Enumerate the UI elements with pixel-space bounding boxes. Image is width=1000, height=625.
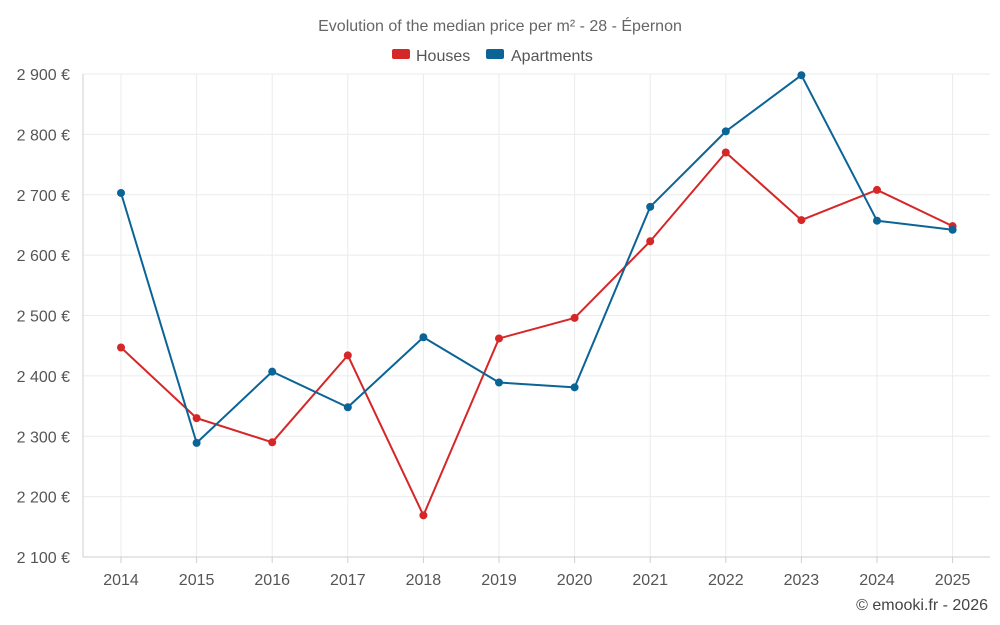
data-point-apartments[interactable] xyxy=(117,188,125,197)
x-tick-label: 2017 xyxy=(330,572,366,589)
legend-label-apartments[interactable]: Apartments xyxy=(511,48,593,65)
x-tick-label: 2022 xyxy=(708,572,744,589)
series xyxy=(117,71,957,520)
data-point-apartments[interactable] xyxy=(797,71,806,80)
data-point-apartments[interactable] xyxy=(873,216,881,225)
data-point-apartments[interactable] xyxy=(495,378,503,387)
data-point-apartments[interactable] xyxy=(948,225,957,234)
data-point-houses[interactable] xyxy=(117,343,125,352)
x-tick-label: 2019 xyxy=(481,572,517,589)
data-point-apartments[interactable] xyxy=(343,403,352,412)
data-point-houses[interactable] xyxy=(343,351,352,360)
data-point-apartments[interactable] xyxy=(192,438,201,447)
data-point-apartments[interactable] xyxy=(268,367,277,376)
legend-swatch-apartments[interactable] xyxy=(486,49,504,59)
series-line-apartments xyxy=(120,74,953,444)
y-tick-label: 2 200 € xyxy=(17,490,70,507)
y-tick-label: 2 700 € xyxy=(17,188,70,205)
x-tick-label: 2025 xyxy=(935,572,971,589)
data-point-houses[interactable] xyxy=(646,237,655,246)
x-tick-label: 2016 xyxy=(254,572,290,589)
data-point-houses[interactable] xyxy=(268,438,277,447)
axes: 2 100 € 2 200 € 2 300 € 2 400 € 2 500 € 2 600… xyxy=(17,67,990,589)
data-point-houses[interactable] xyxy=(495,334,503,343)
x-tick-label: 2024 xyxy=(859,572,895,589)
x-tick-label: 2015 xyxy=(179,572,215,589)
series-apartments xyxy=(117,71,957,447)
data-point-apartments[interactable] xyxy=(419,333,428,342)
legend: Houses Apartments xyxy=(392,48,593,65)
x-tick-label: 2020 xyxy=(557,572,593,589)
y-tick-label: 2 400 € xyxy=(17,369,70,386)
data-point-apartments[interactable] xyxy=(721,127,730,136)
y-tick-label: 2 300 € xyxy=(17,429,70,446)
data-point-houses[interactable] xyxy=(873,185,881,194)
chart-title: Evolution of the median price per m² - 2… xyxy=(318,16,682,35)
data-point-houses[interactable] xyxy=(797,216,806,225)
x-tick-label: 2023 xyxy=(784,572,820,589)
data-point-houses[interactable] xyxy=(570,313,579,322)
data-point-apartments[interactable] xyxy=(646,202,655,211)
x-tick-label: 2018 xyxy=(406,572,442,589)
series-houses xyxy=(117,148,957,520)
y-tick-label: 2 600 € xyxy=(17,248,70,265)
y-tick-label: 2 500 € xyxy=(17,309,70,326)
data-point-houses[interactable] xyxy=(419,511,428,520)
data-point-apartments[interactable] xyxy=(570,383,579,392)
y-tick-label: 2 900 € xyxy=(17,67,70,84)
data-point-houses[interactable] xyxy=(192,414,201,423)
credit-text: © emooki.fr - 2026 xyxy=(856,597,988,614)
grid xyxy=(83,73,990,557)
x-tick-label: 2014 xyxy=(103,572,139,589)
data-point-houses[interactable] xyxy=(721,148,730,157)
x-tick-label: 2021 xyxy=(632,572,668,589)
legend-label-houses[interactable]: Houses xyxy=(416,48,470,65)
legend-swatch-houses[interactable] xyxy=(392,49,410,59)
y-tick-label: 2 100 € xyxy=(17,550,70,567)
series-line-houses xyxy=(120,151,954,517)
y-tick-label: 2 800 € xyxy=(17,127,70,144)
